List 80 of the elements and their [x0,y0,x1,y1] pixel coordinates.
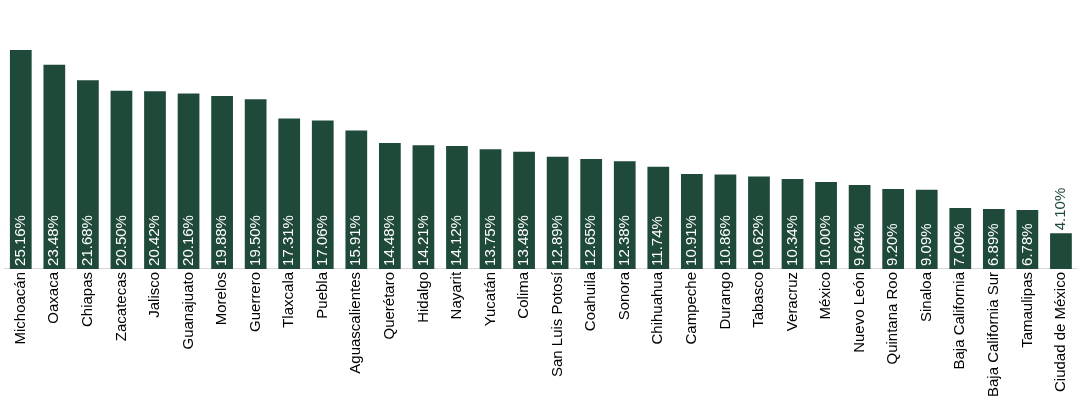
data-label: 6.78% [1017,223,1035,266]
x-tick-label: Chiapas [78,271,96,327]
bar [144,91,166,269]
x-tick-label: Puebla [312,271,330,319]
x-tick-label: Quintana Roo [883,271,901,365]
data-label: 20.16% [178,215,196,266]
x-tick-label: México [816,271,834,320]
x-tick-label: Tamaulipas [1017,271,1035,348]
data-label: 9.20% [883,223,901,266]
data-label: 12.38% [614,215,632,266]
data-label: 25.16% [10,215,28,266]
x-tick-label: Nayarit [447,271,465,320]
data-label: 14.48% [380,215,398,266]
x-tick-label: Oaxaca [44,271,62,324]
data-label: 12.89% [547,215,565,266]
bar [77,80,99,269]
data-label: 7.00% [950,223,968,266]
bar [311,120,334,269]
x-tick-label: Jalisco [145,271,163,318]
data-label: 6.89% [983,223,1001,266]
bar [580,158,603,269]
data-label: 9.64% [849,223,867,266]
data-label: 15.91% [346,215,364,266]
bar [613,161,636,269]
data-label: 10.62% [749,215,767,266]
bar [345,130,368,269]
x-tick-label: Morelos [212,271,230,326]
data-label: 4.10% [1051,187,1069,231]
data-label: 13.75% [480,215,498,266]
x-tick-label: Tabasco [749,271,767,328]
data-label: 14.21% [413,215,431,266]
x-tick-label: Guerrero [245,271,263,332]
data-label: 23.48% [44,215,62,266]
data-label: 20.50% [111,215,129,266]
bar [513,151,535,269]
data-label: 17.06% [312,215,330,266]
x-tick-label: Durango [715,271,733,330]
x-tick-label: Campeche [681,271,699,345]
data-label: 13.48% [514,215,532,266]
x-tick-label: Sonora [614,271,632,321]
bar [244,99,267,269]
bar [1050,233,1072,269]
data-label: 20.42% [145,215,163,266]
data-label: 10.86% [715,215,733,266]
x-tick-label: Sinaloa [916,271,934,322]
data-label: 17.31% [279,215,297,266]
x-tick-label: Nuevo León [849,271,867,353]
bar [278,118,301,269]
x-tick-label: Ciudad de México [1051,271,1069,393]
x-tick-label: Coahuila [581,271,599,332]
bar [647,166,670,269]
bar [446,146,468,269]
x-tick-label: Chihuahua [648,271,666,345]
x-tick-label: San Luis Potosí [547,271,565,378]
x-tick-label: Yucatán [480,271,498,327]
x-tick-label: Baja California Sur [983,271,1001,397]
data-label: 10.00% [816,215,834,266]
x-tick-label: Guanajuato [178,271,196,350]
x-tick-label: Querétaro [380,271,398,340]
data-label: 11.74% [648,216,666,266]
data-label: 21.68% [78,215,96,266]
x-tick-label: Tlaxcala [279,271,297,328]
x-tick-label: Hidalgo [413,271,431,323]
data-label: 19.50% [245,215,263,266]
x-tick-label: Zacatecas [111,271,129,342]
bar [43,64,66,269]
bar [379,142,401,269]
x-tick-label: Baja California [950,271,968,370]
bar [9,50,32,269]
data-label: 14.12% [447,215,465,266]
data-label: 19.88% [212,215,230,266]
x-tick-label: Aguascalientes [346,271,364,374]
x-tick-label: Veracruz [782,271,800,332]
bar [211,96,233,269]
data-label: 10.34% [782,215,800,266]
data-label: 9.09% [916,223,934,266]
x-tick-label: Michoacán [10,271,28,345]
x-tick-label: Colima [514,271,532,319]
data-label: 10.91% [681,215,699,266]
data-label: 12.65% [581,215,599,266]
